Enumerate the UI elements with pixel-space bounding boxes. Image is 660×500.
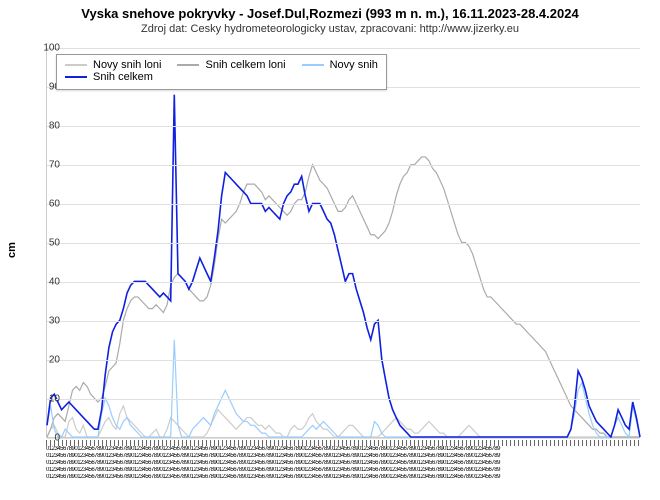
chart-lines <box>47 48 640 437</box>
x-axis: 0123456789012345678901234567890123456789… <box>46 440 640 490</box>
y-tick-label: 80 <box>49 121 60 132</box>
x-axis-label-band: 0123456789012345678901234567890123456789… <box>46 467 640 473</box>
legend-swatch <box>302 64 324 66</box>
y-tick-label: 50 <box>49 238 60 249</box>
plot-area <box>46 48 640 438</box>
legend-label: Snih celkem <box>93 71 153 83</box>
chart-title: Vyska snehove pokryvky - Josef.Dul,Rozme… <box>0 0 660 21</box>
y-axis-label: cm <box>6 242 18 258</box>
x-axis-label-band: 0123456789012345678901234567890123456789… <box>46 446 640 452</box>
series-line <box>47 340 640 437</box>
legend-item: Snih celkem <box>65 71 153 83</box>
y-tick-label: 20 <box>49 355 60 366</box>
x-axis-label-band: 0123456789012345678901234567890123456789… <box>46 460 640 466</box>
legend-swatch <box>65 76 87 78</box>
y-tick-label: 70 <box>49 160 60 171</box>
y-tick-label: 10 <box>49 394 60 405</box>
y-tick-label: 0 <box>54 433 60 444</box>
gridline <box>47 438 640 439</box>
legend-label: Novy snih <box>330 59 378 71</box>
series-line <box>47 157 640 437</box>
legend-item: Novy snih <box>302 59 378 71</box>
legend-item: Snih celkem loni <box>177 59 285 71</box>
legend: Novy snih loni Snih celkem loni Novy snih S… <box>56 54 387 90</box>
legend-label: Snih celkem loni <box>205 59 285 71</box>
series-line <box>47 406 640 437</box>
legend-swatch <box>65 64 87 66</box>
x-axis-label-band: 0123456789012345678901234567890123456789… <box>46 453 640 459</box>
series-line <box>47 95 640 437</box>
y-tick-label: 30 <box>49 316 60 327</box>
x-axis-label-band: 0123456789012345678901234567890123456789… <box>46 474 640 480</box>
legend-swatch <box>177 64 199 66</box>
y-tick-label: 40 <box>49 277 60 288</box>
legend-label: Novy snih loni <box>93 59 161 71</box>
legend-item: Novy snih loni <box>65 59 161 71</box>
chart-container: Vyska snehove pokryvky - Josef.Dul,Rozme… <box>0 0 660 500</box>
y-tick-label: 100 <box>43 43 60 54</box>
y-tick-label: 60 <box>49 199 60 210</box>
chart-subtitle: Zdroj dat: Cesky hydrometeorologicky ust… <box>0 21 660 35</box>
